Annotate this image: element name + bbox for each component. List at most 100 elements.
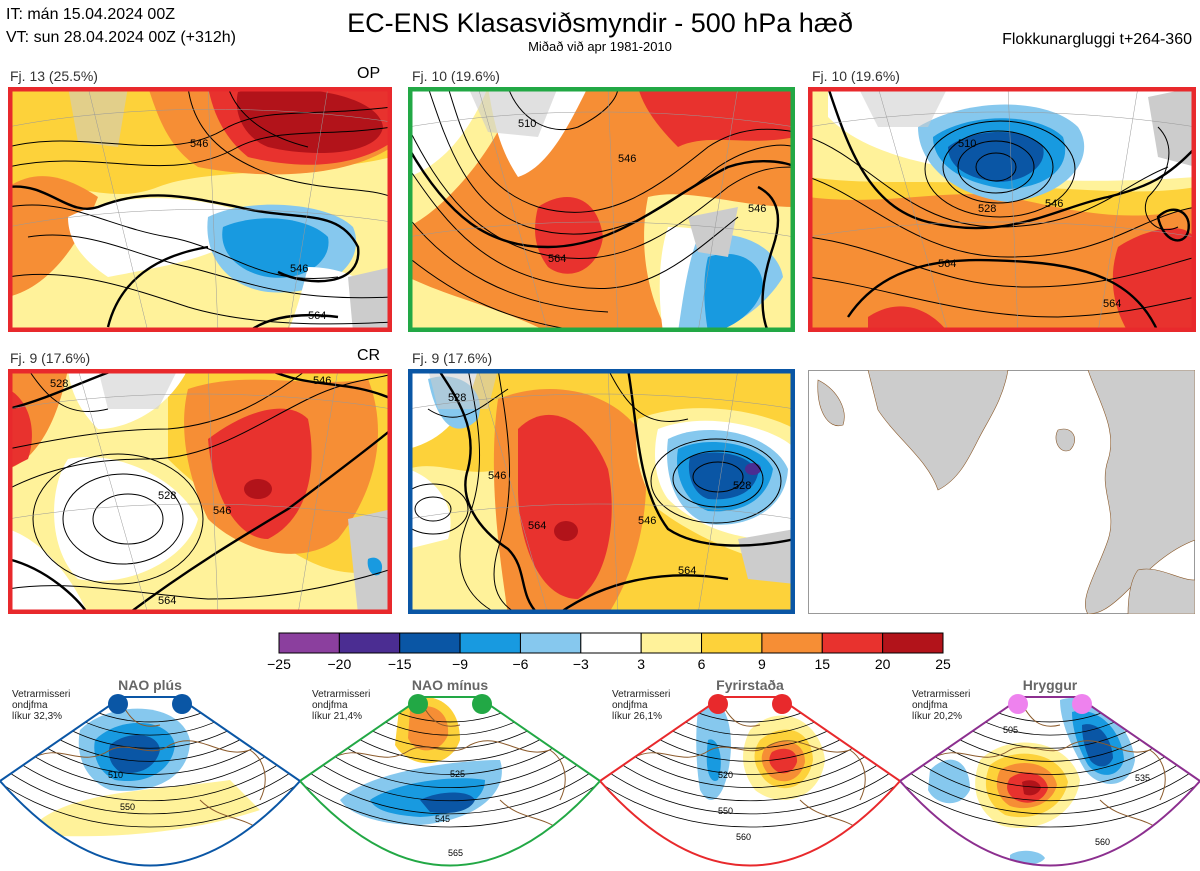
- colorbar-tick-label: 20: [874, 656, 891, 672]
- regime-dot: [772, 694, 792, 714]
- colorbar-tick-label: 25: [935, 656, 951, 672]
- colorbar-swatch: [821, 632, 884, 654]
- anomaly-shading: [420, 792, 475, 814]
- anomaly-shading: [1022, 780, 1041, 796]
- regime-description-line: líkur 32,3%: [12, 711, 63, 722]
- regime-contour-label: 545: [435, 814, 450, 824]
- regime-contour-label: 550: [120, 802, 135, 812]
- colorbar-swatch: [640, 632, 703, 654]
- regime-description-line: Vetrarmisseri: [12, 689, 71, 700]
- contour-label: 528: [448, 392, 466, 404]
- contour-label: 564: [548, 253, 566, 265]
- colorbar-swatch: [338, 632, 401, 654]
- regime-contour-label: 560: [1095, 837, 1110, 847]
- contour-label: 546: [1045, 198, 1063, 210]
- panel-5-title: Fj. 9 (17.6%): [412, 350, 493, 366]
- cluster-map-4: 528 546 528 546 564: [8, 369, 392, 614]
- reference-map: [808, 370, 1195, 614]
- colorbar: [278, 632, 944, 654]
- contour-label: 546: [213, 505, 231, 517]
- anomaly-shading: [769, 748, 798, 774]
- colorbar-swatch: [399, 632, 461, 654]
- regime-contour-label: 535: [1135, 773, 1150, 783]
- regime-description-line: ondjfma: [12, 700, 48, 711]
- panel-1-title: Fj. 13 (25.5%): [10, 68, 98, 84]
- regime-name: Hryggur: [1022, 677, 1078, 693]
- contour-label: 546: [618, 153, 636, 165]
- regime-dot: [108, 694, 128, 714]
- regime-map-3: 520 550 560: [600, 694, 900, 867]
- regime-name: Fyrirstaða: [716, 677, 784, 693]
- colorbar-tick-label: −20: [327, 656, 352, 672]
- regime-description-line: ondjfma: [312, 700, 348, 711]
- colorbar-swatch: [882, 632, 944, 654]
- regime-dot: [1072, 694, 1092, 714]
- anomaly-shading: [928, 759, 970, 804]
- colorbar-swatch: [761, 632, 823, 654]
- regime-description-line: líkur 20,2%: [912, 711, 963, 722]
- contour-label: 546: [638, 515, 656, 527]
- cluster-map-3: 510 528 546 564 564: [808, 87, 1196, 332]
- colorbar-swatch: [701, 632, 763, 654]
- colorbar-swatch: [278, 632, 340, 654]
- panel-4-label: CR: [357, 347, 381, 364]
- regime-name: NAO mínus: [411, 677, 489, 693]
- colorbar-tick-label: −25: [267, 656, 291, 672]
- colorbar-tick-label: 15: [814, 656, 831, 672]
- contour-label: 564: [158, 595, 176, 607]
- contour-label: 564: [1103, 298, 1121, 310]
- regime-map-2: 525 545 565: [300, 694, 600, 867]
- colorbar-tick-label: 9: [758, 656, 766, 672]
- page-title: EC-ENS Klasasviðsmyndir - 500 hPa hæð: [347, 8, 853, 38]
- contour-label: 528: [50, 378, 68, 390]
- regime-description-line: Vetrarmisseri: [312, 689, 371, 700]
- anomaly-shading: [408, 706, 449, 751]
- valid-time: VT: sun 28.04.2024 00Z (+312h): [6, 29, 236, 46]
- regime-name: NAO plús: [118, 677, 182, 693]
- regime-contour-label: 525: [450, 769, 465, 779]
- initial-time: IT: mán 15.04.2024 00Z: [6, 6, 175, 23]
- cluster-map-5: 528 546 564 546 564 528: [408, 369, 795, 614]
- panel-3-title: Fj. 10 (19.6%): [812, 68, 900, 84]
- anomaly-shading: [40, 780, 260, 837]
- regime-description-line: Vetrarmisseri: [612, 689, 671, 700]
- contour-label: 528: [978, 203, 996, 215]
- cluster-map-1: 546 546 564: [8, 87, 392, 332]
- contour-label: 528: [158, 490, 176, 502]
- contour-label: 564: [528, 520, 546, 532]
- regime-map-4: 505 535 560: [900, 694, 1200, 867]
- contour-label: 546: [290, 263, 308, 275]
- regime-frame: [900, 696, 1200, 867]
- regime-description-line: ondjfma: [612, 700, 648, 711]
- regime-dot: [708, 694, 728, 714]
- regime-description: Vetrarmisseri ondjfma líkur 26,1%: [612, 689, 670, 722]
- regime-dot: [1008, 694, 1028, 714]
- anomaly-shading: [1082, 724, 1113, 767]
- regime-description-line: líkur 26,1%: [612, 711, 663, 722]
- regime-description: Vetrarmisseri ondjfma líkur 20,2%: [912, 689, 970, 722]
- colorbar-tick-label: −3: [572, 656, 589, 672]
- cluster-window: Flokkunargluggi t+264-360: [1002, 31, 1192, 48]
- colorbar-tick-label: −6: [512, 656, 529, 672]
- colorbar-tick-label: −9: [452, 656, 469, 672]
- panel-4-title: Fj. 9 (17.6%): [10, 350, 91, 366]
- cluster-map-2: 510 546 564 546: [408, 87, 795, 332]
- contour-label: 528: [733, 480, 751, 492]
- regime-contour-label: 550: [718, 806, 733, 816]
- contour-label: 546: [313, 375, 331, 387]
- panel-2-title: Fj. 10 (19.6%): [412, 68, 500, 84]
- regime-description: Vetrarmisseri ondjfma líkur 21,4%: [312, 689, 370, 722]
- regime-dot: [172, 694, 192, 714]
- regime-frame: [600, 696, 900, 867]
- contour-label: 564: [938, 258, 956, 270]
- contour-label: 546: [748, 203, 766, 215]
- regime-contour-label: 565: [448, 848, 463, 858]
- contour-label: 564: [308, 310, 326, 322]
- regime-contour-label: 505: [1003, 725, 1018, 735]
- contour-label: 510: [518, 118, 536, 130]
- contour-label: 546: [190, 138, 208, 150]
- colorbar-tick-label: 6: [697, 656, 706, 672]
- regime-description: Vetrarmisseri ondjfma líkur 32,3%: [12, 689, 70, 722]
- regime-dot: [408, 694, 428, 714]
- colorbar-swatch: [459, 632, 521, 654]
